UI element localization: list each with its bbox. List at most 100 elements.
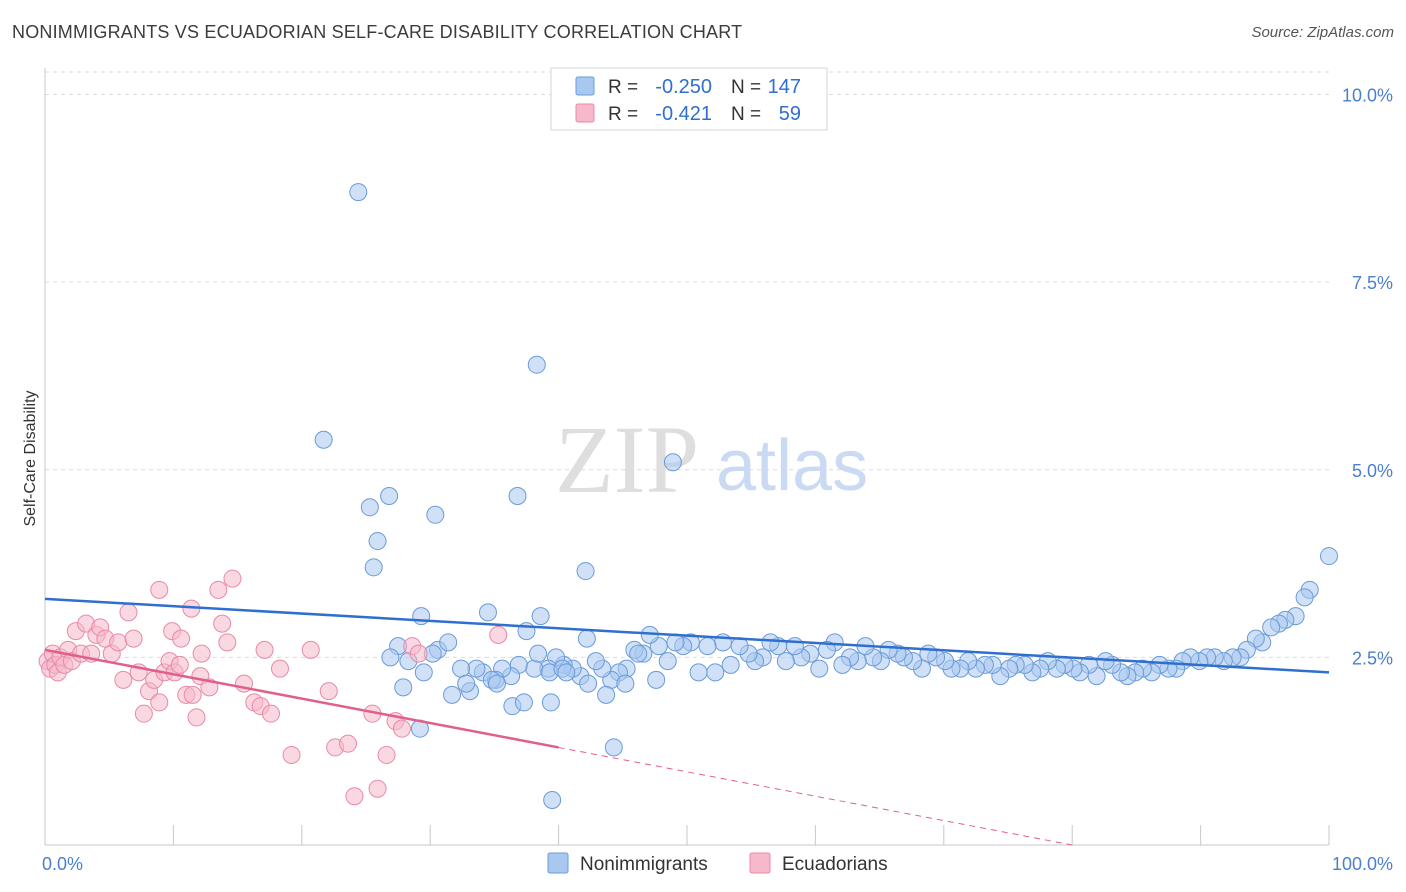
ecuadorians-point bbox=[119, 603, 138, 622]
ecuadorians-point bbox=[345, 787, 364, 806]
nonimmigrants-point bbox=[529, 644, 548, 663]
y-tick-label: 10.0% bbox=[1342, 86, 1393, 106]
nonimmigrants-trend-line bbox=[44, 597, 1330, 674]
nonimmigrants-point bbox=[527, 355, 546, 374]
stats-n-value: 147 bbox=[768, 76, 801, 98]
stats-legend-box bbox=[550, 67, 828, 131]
nonimmigrants-point bbox=[426, 505, 445, 524]
nonimmigrants-point bbox=[1262, 618, 1281, 637]
nonimmigrants-point bbox=[810, 659, 829, 678]
nonimmigrants-point bbox=[761, 633, 780, 652]
y-tick-label: 7.5% bbox=[1352, 273, 1393, 293]
series-legend-label: Nonimmigrants bbox=[580, 854, 708, 875]
ecuadorians-point bbox=[134, 704, 153, 723]
chart-title: NONIMMIGRANTS VS ECUADORIAN SELF-CARE DI… bbox=[12, 22, 743, 42]
nonimmigrants-point bbox=[380, 487, 399, 506]
stats-r-value: -0.250 bbox=[655, 76, 712, 98]
ecuadorians-point bbox=[213, 614, 232, 633]
stats-r-value: -0.421 bbox=[655, 103, 712, 125]
nonimmigrants-point bbox=[658, 652, 677, 671]
nonimmigrants-point bbox=[706, 663, 725, 682]
nonimmigrants-point bbox=[414, 663, 433, 682]
nonimmigrants-point bbox=[443, 685, 462, 704]
nonimmigrants-point bbox=[381, 648, 400, 667]
stats-r-label: R = bbox=[608, 104, 638, 125]
series-legend: Nonimmigrants Ecuadorians bbox=[547, 852, 888, 875]
nonimmigrants-point bbox=[597, 685, 616, 704]
nonimmigrants-point bbox=[349, 183, 368, 202]
x-tick-label: 100.0% bbox=[1332, 854, 1393, 874]
ecuadorians-point bbox=[192, 644, 211, 663]
ecuadorians-point bbox=[409, 644, 428, 663]
nonimmigrants-point bbox=[604, 738, 623, 757]
nonimmigrants-point bbox=[557, 663, 576, 682]
series-legend-swatch bbox=[547, 852, 569, 874]
ecuadorians-trend-line bbox=[44, 648, 559, 749]
nonimmigrants-point bbox=[514, 693, 533, 712]
grid-layer bbox=[45, 71, 1329, 658]
nonimmigrants-point bbox=[543, 790, 562, 809]
x-tick-label: 0.0% bbox=[42, 854, 83, 874]
nonimmigrants-point bbox=[412, 607, 431, 626]
ecuadorians-point bbox=[223, 569, 242, 588]
stats-n-value: 59 bbox=[779, 103, 801, 125]
stats-r-label: R = bbox=[608, 77, 638, 98]
series-legend-label: Ecuadorians bbox=[782, 854, 888, 875]
source-label: Source: ZipAtlas.com bbox=[1251, 24, 1394, 41]
ecuadorians-point bbox=[392, 719, 411, 738]
nonimmigrants-point bbox=[531, 607, 550, 626]
ecuadorians-point bbox=[339, 734, 358, 753]
nonimmigrants-point bbox=[721, 655, 740, 674]
nonimmigrants-point bbox=[478, 603, 497, 622]
nonimmigrants-point bbox=[919, 644, 938, 663]
ecuadorians-point bbox=[150, 580, 169, 599]
nonimmigrants-point bbox=[525, 659, 544, 678]
axis-layer: 2.5% 5.0% 7.5% 10.0% 0.0% 100.0% Self-Care Dis… bbox=[22, 68, 1393, 874]
ecuadorians-point bbox=[377, 745, 396, 764]
nonimmigrants-point bbox=[1320, 547, 1338, 566]
ecuadorians-point bbox=[124, 629, 143, 648]
y-tick-label: 2.5% bbox=[1352, 648, 1393, 668]
nonimmigrants-point bbox=[698, 637, 717, 656]
nonimmigrants-point bbox=[457, 674, 476, 693]
nonimmigrants-point bbox=[368, 532, 387, 551]
ecuadorians-point bbox=[368, 779, 387, 798]
ecuadorians-point bbox=[109, 633, 128, 652]
nonimmigrants-point bbox=[833, 655, 852, 674]
nonimmigrants-point bbox=[314, 430, 333, 449]
ecuadorians-point bbox=[114, 670, 133, 689]
watermark: ZIP atlas bbox=[555, 406, 868, 513]
stats-legend: R = -0.250 N = 147 R = -0.421 N = 59 bbox=[550, 67, 828, 131]
nonimmigrants-point bbox=[629, 644, 648, 663]
nonimmigrants-point bbox=[508, 487, 527, 506]
nonimmigrants-point bbox=[776, 652, 795, 671]
nonimmigrants-point bbox=[1295, 588, 1314, 607]
nonimmigrants-point bbox=[487, 674, 506, 693]
y-tick-label: 5.0% bbox=[1352, 461, 1393, 481]
trend-layer bbox=[44, 597, 1330, 846]
nonimmigrants-point bbox=[364, 558, 383, 577]
nonimmigrants-point bbox=[663, 453, 682, 472]
ecuadorians-point bbox=[301, 640, 320, 659]
nonimmigrants-point bbox=[541, 693, 560, 712]
stats-n-label: N = bbox=[731, 77, 761, 98]
nonimmigrants-point bbox=[577, 629, 596, 648]
ecuadorians-point bbox=[319, 682, 338, 701]
nonimmigrants-point bbox=[817, 640, 836, 659]
nonimmigrants-point bbox=[467, 659, 486, 678]
series-legend-swatch bbox=[749, 852, 771, 874]
ecuadorians-point bbox=[270, 659, 289, 678]
ecuadorians-point bbox=[150, 693, 169, 712]
stats-n-label: N = bbox=[731, 104, 761, 125]
ecuadorians-point bbox=[187, 708, 206, 727]
ecuadorians-point bbox=[489, 625, 508, 644]
nonimmigrants-point bbox=[576, 562, 595, 581]
ecuadorians-point bbox=[282, 745, 301, 764]
stats-legend-swatch bbox=[575, 76, 595, 96]
nonimmigrants-point bbox=[647, 670, 666, 689]
nonimmigrants-point bbox=[579, 674, 598, 693]
ecuadorians-point bbox=[255, 640, 274, 659]
nonimmigrants-point bbox=[360, 498, 379, 517]
ecuadorians-point bbox=[172, 629, 191, 648]
